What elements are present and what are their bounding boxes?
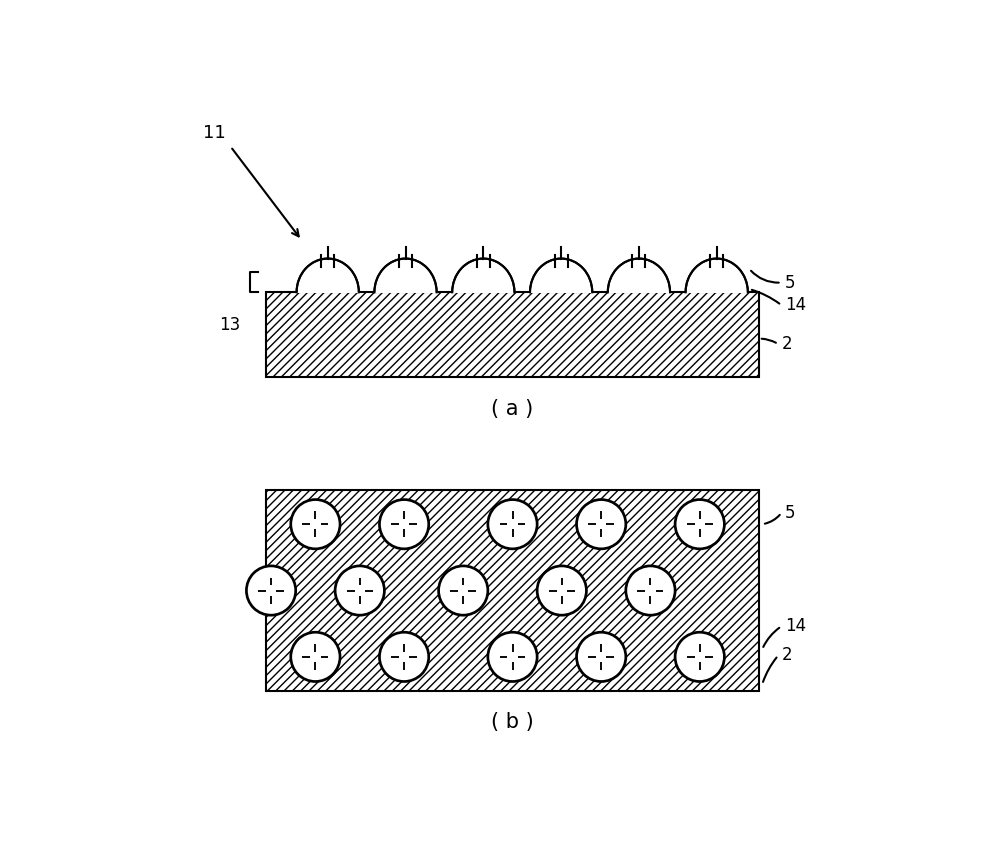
Text: 11: 11 (203, 124, 225, 141)
Circle shape (537, 566, 586, 616)
Polygon shape (686, 258, 748, 292)
Circle shape (246, 566, 296, 616)
Circle shape (675, 632, 724, 681)
Circle shape (626, 566, 675, 616)
Text: ( b ): ( b ) (491, 712, 534, 733)
Text: 2: 2 (782, 647, 792, 664)
Text: 5: 5 (785, 504, 795, 522)
Polygon shape (608, 258, 670, 292)
Polygon shape (530, 258, 592, 292)
Bar (266, 490, 759, 691)
Bar (266, 292, 759, 376)
Text: 14: 14 (785, 617, 806, 635)
Text: 13: 13 (219, 316, 240, 333)
Circle shape (291, 499, 340, 549)
Text: 2: 2 (782, 335, 792, 353)
Circle shape (291, 632, 340, 681)
Circle shape (379, 499, 429, 549)
Circle shape (379, 632, 429, 681)
Circle shape (675, 499, 724, 549)
Polygon shape (297, 258, 359, 292)
Text: ( a ): ( a ) (491, 399, 534, 419)
Circle shape (577, 632, 626, 681)
Polygon shape (452, 258, 514, 292)
Text: 5: 5 (785, 274, 795, 291)
Polygon shape (374, 258, 437, 292)
Circle shape (335, 566, 384, 616)
Circle shape (439, 566, 488, 616)
Circle shape (488, 632, 537, 681)
Circle shape (577, 499, 626, 549)
Text: 14: 14 (785, 296, 806, 314)
Circle shape (488, 499, 537, 549)
